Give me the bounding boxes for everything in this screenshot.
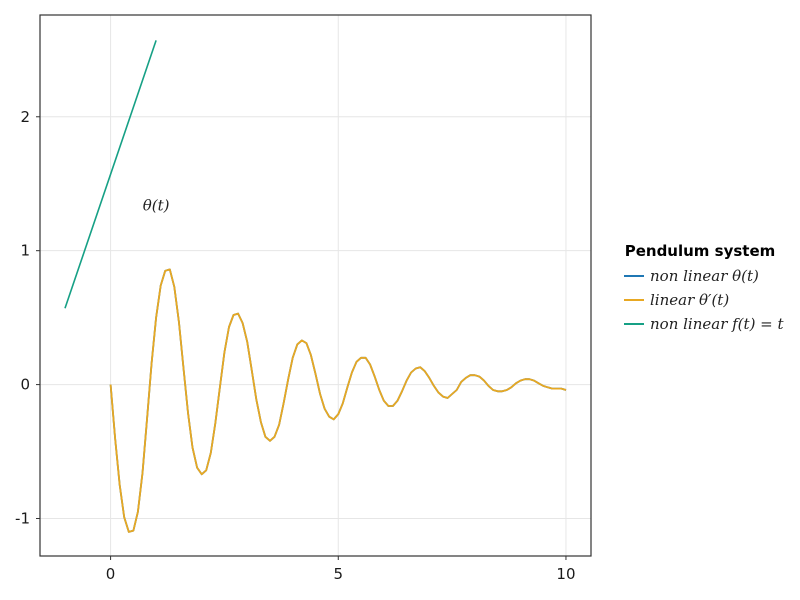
y-tick-label: -1 <box>15 510 30 528</box>
legend-label-1: non linear θ(t) <box>650 267 759 285</box>
x-tick-label: 10 <box>556 565 575 583</box>
series-line-3 <box>64 40 157 309</box>
grid-lines <box>40 15 591 556</box>
legend-label-2: linear θ′(t) <box>650 291 729 309</box>
y-tick-label: 1 <box>20 242 30 260</box>
legend: Pendulum system non linear θ(t) linear θ′… <box>624 242 785 333</box>
x-axis: 0 5 10 <box>106 556 576 583</box>
legend-label-3: non linear f(t) = t <box>650 315 785 333</box>
theta-annotation: θ(t) <box>143 197 170 215</box>
y-tick-label: 0 <box>20 376 30 394</box>
y-axis: -1 0 1 2 <box>15 108 40 528</box>
series-line-2 <box>109 268 567 533</box>
x-tick-label: 0 <box>106 565 116 583</box>
plot-area <box>64 40 567 533</box>
y-tick-label: 2 <box>20 108 30 126</box>
legend-title: Pendulum system <box>625 242 776 260</box>
axes-frame <box>39 14 592 557</box>
x-tick-label: 5 <box>333 565 343 583</box>
